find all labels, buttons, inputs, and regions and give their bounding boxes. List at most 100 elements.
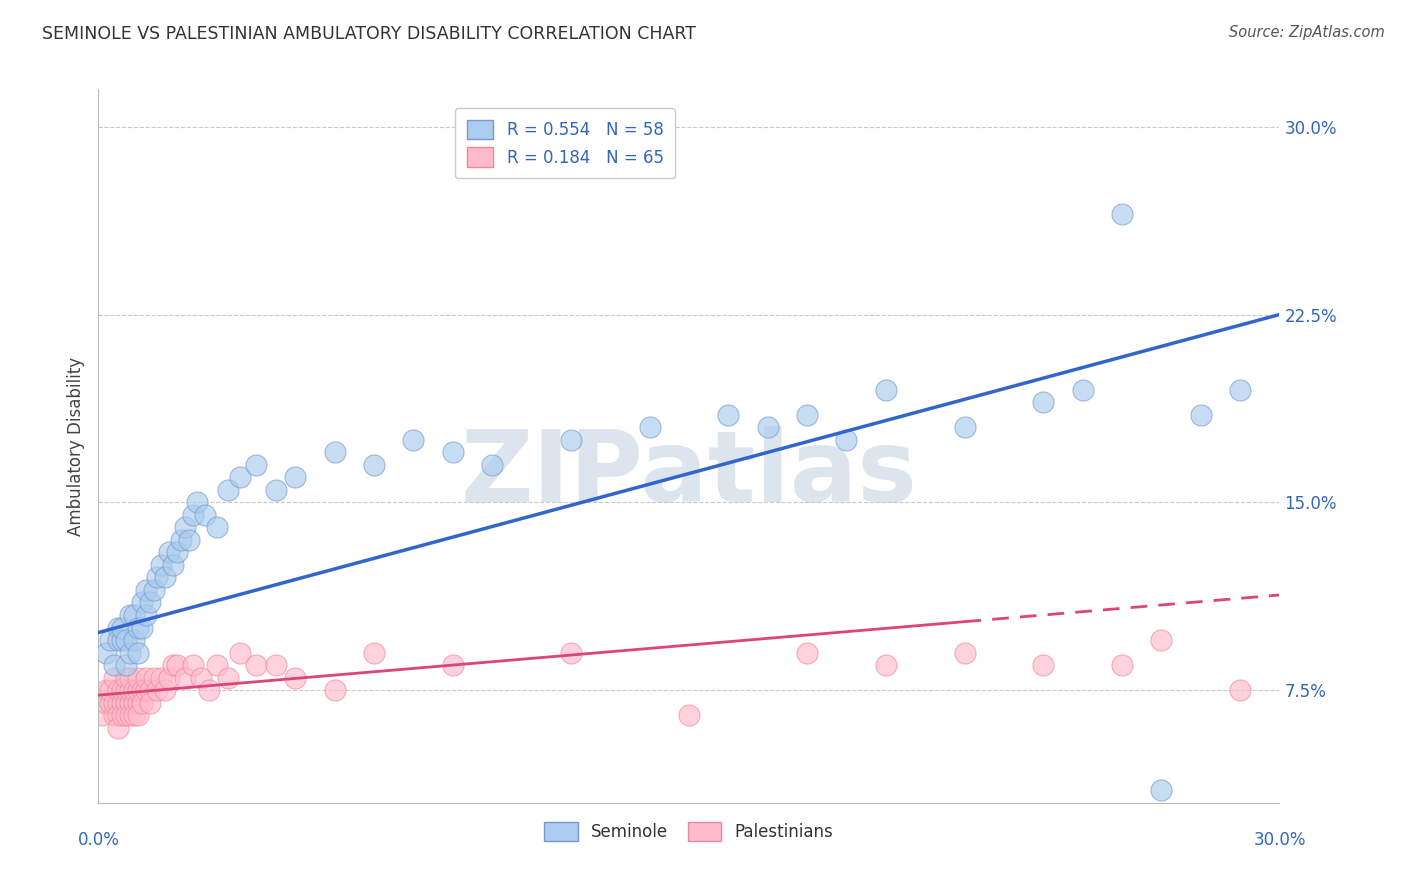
Point xyxy=(756,420,779,434)
Point xyxy=(205,658,228,673)
Point xyxy=(138,696,160,710)
Point xyxy=(441,658,464,673)
Point xyxy=(111,621,134,635)
Point xyxy=(107,721,129,735)
Point xyxy=(186,495,208,509)
Point xyxy=(678,708,700,723)
Point xyxy=(98,683,121,698)
Point xyxy=(135,683,157,698)
Point xyxy=(481,458,503,472)
Point xyxy=(194,508,217,522)
Point xyxy=(127,696,149,710)
Point xyxy=(131,683,153,698)
Point xyxy=(190,671,212,685)
Y-axis label: Ambulatory Disability: Ambulatory Disability xyxy=(67,357,86,535)
Point xyxy=(96,696,118,710)
Point xyxy=(118,708,141,723)
Point xyxy=(118,607,141,622)
Text: Source: ZipAtlas.com: Source: ZipAtlas.com xyxy=(1229,25,1385,40)
Point xyxy=(1071,383,1094,397)
Point xyxy=(166,658,188,673)
Point xyxy=(1111,207,1133,221)
Point xyxy=(103,671,125,685)
Point xyxy=(1150,783,1173,797)
Point xyxy=(118,671,141,685)
Point xyxy=(107,683,129,698)
Point xyxy=(146,570,169,584)
Text: SEMINOLE VS PALESTINIAN AMBULATORY DISABILITY CORRELATION CHART: SEMINOLE VS PALESTINIAN AMBULATORY DISAB… xyxy=(42,25,696,43)
Point xyxy=(122,683,145,698)
Point xyxy=(181,508,204,522)
Point xyxy=(115,683,138,698)
Point xyxy=(157,671,180,685)
Point xyxy=(441,445,464,459)
Point xyxy=(1229,683,1251,698)
Point xyxy=(127,621,149,635)
Point xyxy=(264,658,287,673)
Point xyxy=(229,646,252,660)
Point xyxy=(103,658,125,673)
Point xyxy=(127,683,149,698)
Point xyxy=(127,671,149,685)
Point xyxy=(1229,383,1251,397)
Point xyxy=(162,658,184,673)
Point xyxy=(111,633,134,648)
Point xyxy=(142,582,165,597)
Point xyxy=(122,607,145,622)
Legend: Seminole, Palestinians: Seminole, Palestinians xyxy=(537,815,841,848)
Point xyxy=(174,520,197,534)
Point xyxy=(1032,395,1054,409)
Point xyxy=(363,646,385,660)
Point xyxy=(155,570,177,584)
Point xyxy=(953,646,976,660)
Point xyxy=(103,696,125,710)
Point xyxy=(131,696,153,710)
Point xyxy=(111,683,134,698)
Point xyxy=(115,708,138,723)
Point xyxy=(953,420,976,434)
Text: 0.0%: 0.0% xyxy=(77,830,120,848)
Point xyxy=(181,658,204,673)
Point xyxy=(402,433,425,447)
Point xyxy=(107,708,129,723)
Point xyxy=(138,683,160,698)
Point xyxy=(135,582,157,597)
Point xyxy=(174,671,197,685)
Point xyxy=(264,483,287,497)
Point xyxy=(245,458,267,472)
Point xyxy=(835,433,858,447)
Point xyxy=(1032,658,1054,673)
Point xyxy=(138,595,160,609)
Point xyxy=(91,708,114,723)
Point xyxy=(107,696,129,710)
Point xyxy=(118,696,141,710)
Point xyxy=(115,633,138,648)
Point xyxy=(245,658,267,673)
Point xyxy=(142,671,165,685)
Point xyxy=(560,646,582,660)
Point xyxy=(284,671,307,685)
Point xyxy=(155,683,177,698)
Point xyxy=(560,433,582,447)
Point xyxy=(363,458,385,472)
Point xyxy=(122,708,145,723)
Point xyxy=(796,408,818,422)
Point xyxy=(217,671,239,685)
Point xyxy=(111,708,134,723)
Point xyxy=(717,408,740,422)
Point xyxy=(323,445,346,459)
Point xyxy=(229,470,252,484)
Point xyxy=(1189,408,1212,422)
Point xyxy=(162,558,184,572)
Point xyxy=(96,646,118,660)
Point xyxy=(107,621,129,635)
Point xyxy=(122,696,145,710)
Point xyxy=(197,683,219,698)
Point xyxy=(638,420,661,434)
Point xyxy=(875,658,897,673)
Point xyxy=(127,646,149,660)
Point xyxy=(875,383,897,397)
Point xyxy=(135,671,157,685)
Point xyxy=(135,607,157,622)
Point xyxy=(1150,633,1173,648)
